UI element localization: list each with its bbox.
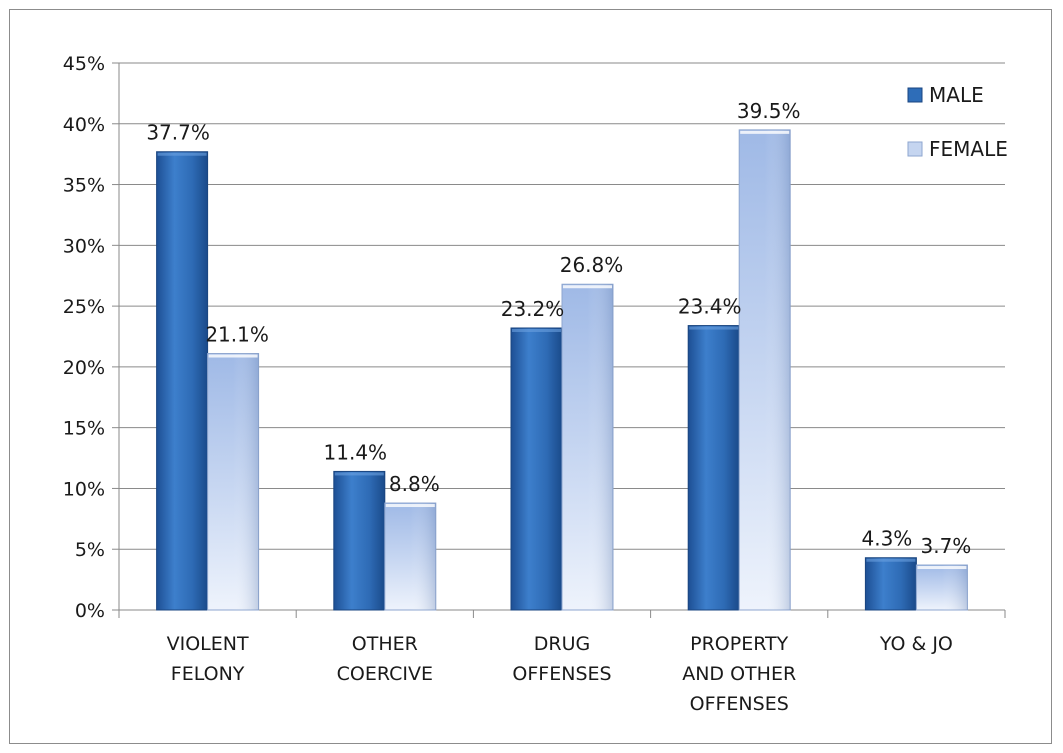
data-label: 4.3% xyxy=(861,527,912,551)
y-tick-label: 15% xyxy=(63,418,105,440)
legend: MALE FEMALE xyxy=(907,83,1008,161)
x-category-label: OTHER COERCIVE xyxy=(337,633,433,685)
bar-male xyxy=(333,470,386,611)
bar-female-shade xyxy=(384,503,436,610)
axes: 0% 5% 10% 15% 20% 25% 30% 35% 40% 45% VIOLENT FELON… xyxy=(63,53,1006,715)
y-tick-label: 35% xyxy=(63,175,105,197)
bar-cap xyxy=(385,504,435,508)
data-labels: 37.7% 21.1% 11.4%8.8% 23.2% 26.8% 23.4% 39.5% 4… xyxy=(146,99,971,558)
x-category-label: DRUG OFFENSES xyxy=(512,633,611,685)
legend-label-male: MALE xyxy=(929,83,984,107)
bar-cap xyxy=(866,558,916,562)
x-category-label: VIOLENT FELONY xyxy=(167,633,249,685)
bar-male xyxy=(156,151,209,611)
bar-female-shade xyxy=(207,353,259,610)
data-label: 37.7% xyxy=(146,121,210,145)
data-label: 21.1% xyxy=(205,323,269,347)
gridlines xyxy=(119,62,1005,550)
x-category-label: YO & JO xyxy=(879,633,953,655)
y-tick-label: 25% xyxy=(63,296,105,318)
data-label: 23.2% xyxy=(501,297,565,321)
data-label: 8.8% xyxy=(389,472,440,496)
data-label: 39.5% xyxy=(737,99,801,123)
legend-swatch-female xyxy=(907,141,923,157)
bar-cap xyxy=(740,130,790,134)
data-label: 3.7% xyxy=(920,534,971,558)
bar-female-shade xyxy=(562,284,613,610)
y-tick-label: 20% xyxy=(63,357,105,379)
bar-cap xyxy=(917,566,967,570)
y-tick-label: 5% xyxy=(75,539,105,561)
bar-cap xyxy=(334,472,384,476)
y-tick-label: 0% xyxy=(75,600,105,622)
data-label: 11.4% xyxy=(324,440,388,464)
y-tick-label: 30% xyxy=(63,235,105,257)
bar-cap xyxy=(208,354,258,358)
bar-male xyxy=(687,325,740,611)
data-label: 23.4% xyxy=(678,295,742,319)
legend-label-female: FEMALE xyxy=(929,137,1008,161)
y-tick-label: 45% xyxy=(63,53,105,75)
bar-male xyxy=(510,327,563,611)
data-label: 26.8% xyxy=(560,253,624,277)
bar-female-shade xyxy=(739,129,791,610)
bar-male xyxy=(864,557,917,611)
bar-cap xyxy=(689,326,739,330)
bar-cap xyxy=(512,328,561,332)
x-category-label: PROPERTY AND OTHER OFFENSES xyxy=(682,633,796,715)
y-tick-label: 10% xyxy=(63,478,105,500)
y-tick-label: 40% xyxy=(63,114,105,136)
legend-swatch-male xyxy=(907,87,923,103)
bars xyxy=(156,129,968,611)
bar-cap xyxy=(157,152,207,156)
bar-female-shade xyxy=(916,565,968,610)
bar-cap xyxy=(563,285,612,289)
